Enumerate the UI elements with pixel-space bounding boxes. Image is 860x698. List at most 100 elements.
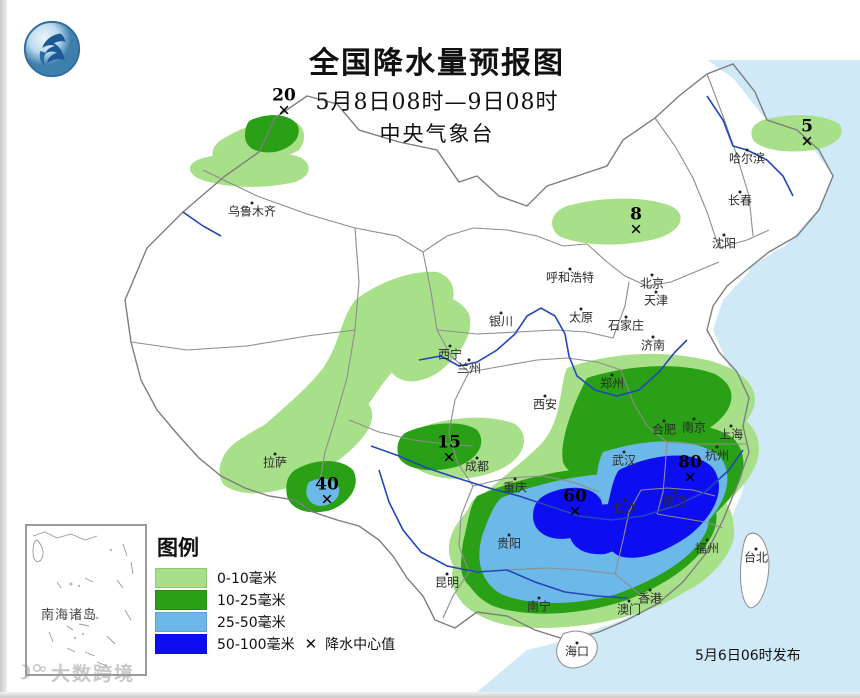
precip-center-value: 15 — [437, 432, 461, 453]
inset-map-svg — [32, 531, 134, 667]
legend-rows: 0-10毫米 10-25毫米 25-50毫米 50-100毫米 ✕ 降水中心值 — [155, 568, 405, 654]
city-label: 呼和浩特 — [545, 270, 595, 285]
city-dot — [673, 491, 677, 495]
watermark: 大数跨境 — [17, 659, 135, 686]
precip-center-value: 40 — [315, 474, 339, 495]
inset-label: 南海诸岛 — [41, 608, 98, 623]
city-label: 澳门 — [616, 602, 642, 617]
precip-center-value: 8 — [630, 204, 642, 225]
precip-center-marker: 5 ✕ — [800, 118, 814, 151]
rivers — [182, 95, 794, 599]
legend-swatch — [155, 612, 207, 632]
city-label: 杭州 — [704, 448, 730, 463]
city-label: 郑州 — [599, 376, 625, 391]
legend: 图例 0-10毫米 10-25毫米 25-50毫米 50-100毫米 ✕ 降水中心值 — [155, 532, 405, 672]
window-frame-left — [0, 0, 7, 698]
precip-center-value: 60 — [563, 486, 587, 507]
city-dot — [627, 599, 631, 603]
city-label: 北京 — [639, 276, 665, 291]
precip-center-cross-icon: ✕ — [568, 502, 582, 521]
city-label: 哈尔滨 — [728, 151, 766, 166]
legend-label: 0-10毫米 — [217, 571, 277, 587]
china-map-svg — [7, 0, 860, 692]
precip-center-cross-icon: ✕ — [442, 448, 456, 467]
city-label: 石家庄 — [607, 318, 645, 333]
city-label: 福州 — [694, 541, 720, 556]
city-dot — [745, 148, 749, 152]
city-label: 上海 — [718, 427, 744, 442]
legend-row: 0-10毫米 — [155, 568, 405, 588]
precip-center-marker: 60 ✕ — [563, 486, 587, 521]
city-dot — [445, 572, 449, 576]
window-frame-bottom — [0, 692, 860, 698]
legend-row: 25-50毫米 — [155, 612, 405, 632]
city-label: 天津 — [643, 293, 669, 308]
issue-time: 5月6日06时发布 — [695, 648, 801, 664]
precip-center-legend-label: 降水中心值 — [325, 637, 396, 653]
city-dot — [651, 335, 655, 339]
city-dot — [622, 450, 626, 454]
precip-center-marker: 40 ✕ — [315, 474, 339, 509]
city-dot — [475, 456, 479, 460]
city-label: 南昌 — [662, 494, 688, 509]
city-dot — [648, 588, 652, 592]
legend-swatch — [155, 634, 207, 654]
city-label: 昆明 — [434, 575, 460, 590]
cma-dragon-logo-icon — [23, 20, 81, 78]
city-label: 成都 — [464, 459, 490, 474]
precip-center-cross-icon: ✕ — [800, 132, 814, 151]
city-label: 重庆 — [502, 480, 528, 495]
city-dot — [507, 533, 511, 537]
city-label: 贵阳 — [496, 536, 522, 551]
city-dot — [705, 538, 709, 542]
city-label: 海口 — [564, 644, 590, 659]
watermark-logo-icon — [20, 663, 46, 679]
precip-center-value: 80 — [678, 452, 702, 473]
city-dot — [250, 201, 254, 205]
precip-center-marker: 20 ✕ — [272, 85, 296, 120]
city-label: 武汉 — [611, 453, 637, 468]
legend-label: 10-25毫米 — [217, 593, 286, 609]
legend-row: 50-100毫米 ✕ 降水中心值 — [155, 634, 405, 654]
city-dot — [499, 311, 503, 315]
city-dot — [738, 190, 742, 194]
city-label: 长沙 — [612, 501, 638, 516]
city-label: 银川 — [488, 314, 514, 329]
precip-center-marker: 15 ✕ — [437, 432, 461, 467]
city-label: 拉萨 — [262, 455, 288, 470]
legend-label: 50-100毫米 — [217, 637, 295, 653]
city-dot — [273, 452, 277, 456]
city-label: 西宁 — [437, 347, 463, 362]
city-dot — [467, 358, 471, 362]
city-dot — [579, 307, 583, 311]
precip-center-cross-icon: ✕ — [629, 220, 643, 239]
precip-center-marker: 80 ✕ — [678, 452, 702, 487]
city-dot — [662, 419, 666, 423]
precip-center-symbol: ✕ — [304, 635, 318, 653]
city-dot — [623, 498, 627, 502]
precip-center-cross-icon: ✕ — [683, 468, 697, 487]
city-label: 长春 — [727, 193, 753, 208]
city-dot — [610, 373, 614, 377]
legend-label: 25-50毫米 — [217, 615, 286, 631]
city-dot — [537, 596, 541, 600]
city-label: 沈阳 — [711, 236, 737, 251]
city-dot — [754, 547, 758, 551]
precip-center-cross-icon: ✕ — [320, 490, 334, 509]
legend-row: 10-25毫米 — [155, 590, 405, 610]
precip-center-cross-icon: ✕ — [277, 101, 291, 120]
city-label: 西安 — [532, 397, 558, 412]
city-dot — [624, 315, 628, 319]
city-label: 香港 — [637, 591, 663, 606]
city-label: 济南 — [640, 338, 666, 353]
city-label: 合肥 — [651, 422, 677, 437]
city-label: 乌鲁木齐 — [227, 204, 277, 219]
precip-center-value: 20 — [272, 85, 296, 106]
city-label: 南宁 — [526, 599, 552, 614]
city-dot — [654, 290, 658, 294]
south-china-sea-inset: 南海诸岛 — [25, 524, 147, 676]
city-dot — [448, 344, 452, 348]
legend-swatch — [155, 590, 207, 610]
legend-title: 图例 — [157, 535, 199, 560]
